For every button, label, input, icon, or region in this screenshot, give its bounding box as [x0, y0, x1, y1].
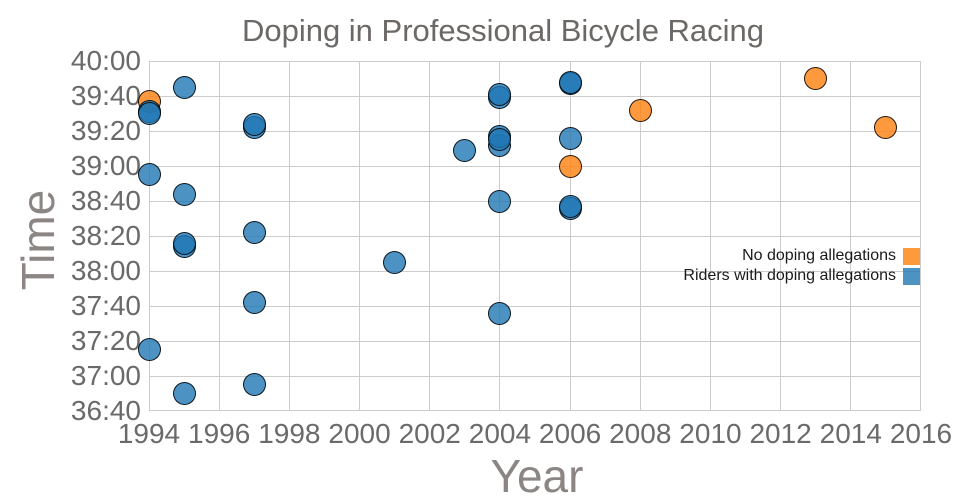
x-tick-label: 2016	[889, 418, 953, 449]
y-tick-label: 37:20	[70, 325, 141, 356]
y-tick-label: 39:00	[70, 150, 141, 181]
chart-title: Doping in Professional Bicycle Racing	[241, 13, 765, 48]
y-tick-label: 38:20	[70, 220, 141, 251]
y-tick-label: 40:00	[70, 45, 141, 76]
y-tick-label: 37:40	[70, 290, 141, 321]
data-point-doping[interactable]	[242, 373, 266, 397]
y-tick-label: 38:40	[70, 185, 141, 216]
data-point-doping[interactable]	[172, 231, 196, 255]
y-gridline	[149, 130, 921, 132]
legend-swatch-doping-icon	[903, 267, 920, 285]
data-point-doping[interactable]	[172, 182, 196, 206]
data-point-doping[interactable]	[172, 382, 196, 405]
data-point-doping[interactable]	[137, 338, 161, 362]
x-tick-label: 2008	[609, 418, 672, 449]
data-point-doping[interactable]	[488, 301, 512, 325]
legend-swatch-no-doping-icon	[903, 247, 920, 265]
y-gridline	[149, 165, 921, 167]
data-point-doping[interactable]	[137, 163, 161, 187]
data-point-doping[interactable]	[242, 112, 266, 136]
data-point-doping[interactable]	[137, 102, 161, 125]
data-point-doping[interactable]	[558, 194, 582, 218]
data-point-doping[interactable]	[558, 126, 582, 150]
x-tick-label: 1996	[188, 418, 251, 449]
y-gridline	[149, 200, 921, 202]
data-point-doping[interactable]	[242, 221, 266, 244]
x-tick-label: 2014	[819, 418, 882, 449]
data-point-no-doping[interactable]	[628, 98, 652, 122]
y-tick-label: 38:00	[70, 255, 141, 286]
legend-label-doping: Riders with doping allegations	[683, 267, 896, 284]
data-point-doping[interactable]	[242, 291, 266, 314]
data-point-doping[interactable]	[558, 70, 582, 94]
y-axis-title: Time	[12, 189, 64, 291]
data-point-doping[interactable]	[172, 75, 196, 99]
data-point-doping[interactable]	[488, 189, 512, 213]
y-gridline	[149, 305, 921, 307]
data-point-doping[interactable]	[488, 82, 512, 106]
legend-label-no-doping: No doping allegations	[742, 247, 896, 264]
y-tick-label: 39:20	[70, 115, 141, 146]
x-tick-label: 2012	[749, 418, 812, 449]
data-point-doping[interactable]	[488, 128, 512, 152]
y-gridline	[149, 95, 921, 97]
legend-item-no-doping: No doping allegations	[742, 247, 920, 265]
y-tick-label: 36:40	[70, 395, 141, 426]
x-tick-label: 1998	[258, 418, 321, 449]
y-tick-label: 37:00	[70, 360, 141, 391]
y-gridline	[149, 375, 921, 377]
x-tick-label: 2000	[328, 418, 391, 449]
data-point-doping[interactable]	[453, 138, 477, 162]
y-gridline	[149, 235, 921, 237]
y-gridline	[149, 270, 921, 272]
x-tick-label: 1994	[117, 418, 181, 449]
x-tick-label: 2006	[538, 418, 602, 449]
data-point-doping[interactable]	[383, 250, 407, 274]
data-point-no-doping[interactable]	[804, 67, 828, 90]
x-tick-label: 2002	[398, 418, 461, 449]
legend-item-doping: Riders with doping allegations	[683, 267, 920, 285]
x-tick-label: 2004	[468, 418, 532, 449]
data-point-no-doping[interactable]	[874, 116, 898, 139]
x-tick-label: 2010	[679, 418, 742, 449]
y-gridline	[149, 340, 921, 342]
data-point-no-doping[interactable]	[558, 154, 582, 178]
y-tick-label: 39:40	[70, 80, 141, 111]
x-axis-title: Year	[490, 450, 584, 500]
